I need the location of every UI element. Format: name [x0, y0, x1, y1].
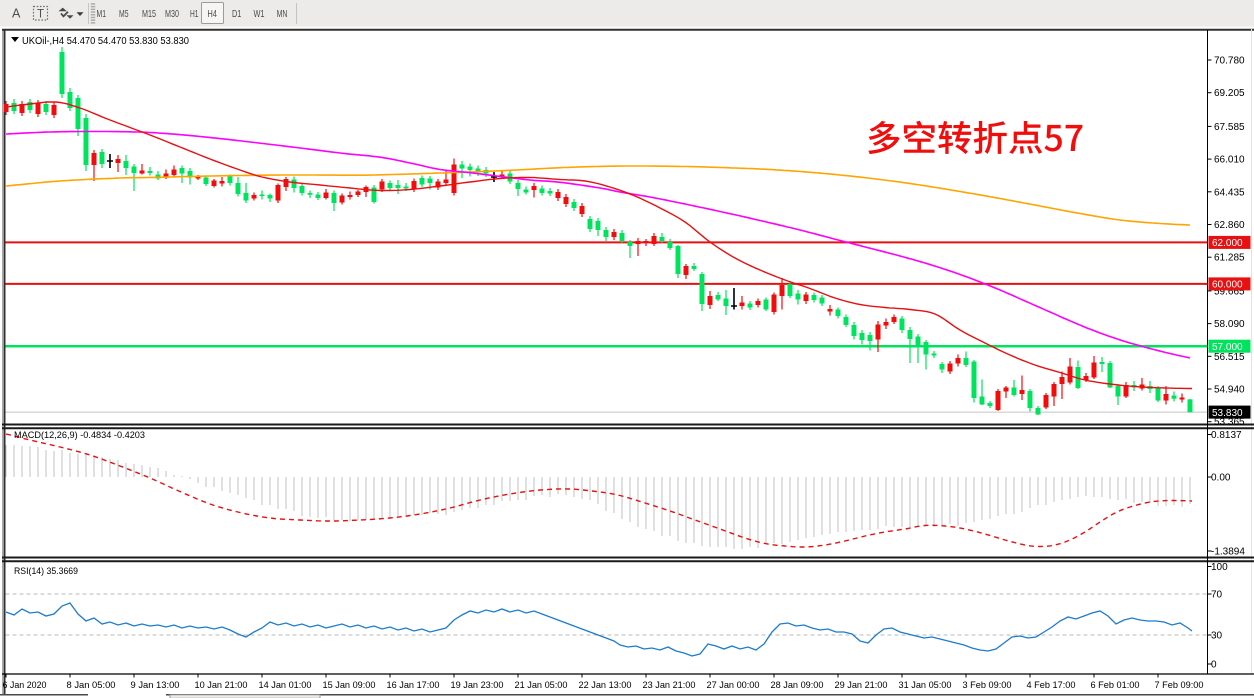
- svg-text:UKOil-,H4 54.470 54.470 53.83: UKOil-,H4 54.470 54.470 53.830 53.830: [22, 36, 189, 47]
- svg-text:67.585: 67.585: [1214, 122, 1245, 133]
- svg-text:22 Jan 13:00: 22 Jan 13:00: [579, 680, 632, 691]
- svg-text:70: 70: [1211, 590, 1223, 601]
- svg-text:7 Feb 09:00: 7 Feb 09:00: [1155, 680, 1204, 691]
- svg-text:10 Jan 21:00: 10 Jan 21:00: [195, 680, 248, 691]
- svg-text:19 Jan 23:00: 19 Jan 23:00: [451, 680, 504, 691]
- svg-text:29 Jan 21:00: 29 Jan 21:00: [835, 680, 888, 691]
- svg-text:28 Jan 09:00: 28 Jan 09:00: [771, 680, 824, 691]
- svg-text:58.090: 58.090: [1214, 319, 1245, 330]
- svg-text:61.285: 61.285: [1214, 253, 1245, 264]
- svg-text:0.8137: 0.8137: [1211, 430, 1242, 441]
- svg-text:16 Jan 17:00: 16 Jan 17:00: [387, 680, 440, 691]
- svg-text:31 Jan 05:00: 31 Jan 05:00: [899, 680, 952, 691]
- svg-text:69.205: 69.205: [1214, 88, 1245, 99]
- svg-text:8 Jan 05:00: 8 Jan 05:00: [67, 680, 116, 691]
- svg-text:MACD(12,26,9) -0.4834 -0.4203: MACD(12,26,9) -0.4834 -0.4203: [14, 430, 145, 441]
- svg-text:RSI(14) 35.3669: RSI(14) 35.3669: [14, 566, 78, 577]
- svg-text:100: 100: [1211, 562, 1228, 573]
- svg-text:M1: M1: [97, 8, 107, 20]
- svg-text:62.000: 62.000: [1212, 238, 1243, 249]
- svg-text:9 Jan 13:00: 9 Jan 13:00: [131, 680, 180, 691]
- svg-text:62.860: 62.860: [1214, 220, 1245, 231]
- svg-text:A: A: [12, 7, 21, 21]
- svg-text:23 Jan 21:00: 23 Jan 21:00: [643, 680, 696, 691]
- svg-text:60.000: 60.000: [1212, 280, 1243, 291]
- svg-text:53.365: 53.365: [1214, 417, 1245, 428]
- svg-text:M15: M15: [142, 8, 156, 20]
- svg-text:MN: MN: [277, 8, 288, 20]
- svg-text:15 Jan 09:00: 15 Jan 09:00: [323, 680, 376, 691]
- svg-text:70.780: 70.780: [1214, 56, 1245, 67]
- svg-text:30: 30: [1211, 631, 1223, 642]
- svg-text:6 Jan 2020: 6 Jan 2020: [3, 680, 47, 691]
- svg-text:M30: M30: [165, 8, 179, 20]
- svg-text:3 Feb 09:00: 3 Feb 09:00: [963, 680, 1012, 691]
- svg-text:59.665: 59.665: [1214, 286, 1245, 297]
- svg-text:6 Feb 01:00: 6 Feb 01:00: [1091, 680, 1140, 691]
- svg-text:M5: M5: [119, 8, 129, 20]
- svg-text:W1: W1: [254, 8, 265, 20]
- svg-text:57.000: 57.000: [1212, 342, 1243, 353]
- svg-text:54.940: 54.940: [1214, 385, 1245, 396]
- svg-text:0: 0: [1211, 660, 1217, 671]
- svg-text:4 Feb 17:00: 4 Feb 17:00: [1027, 680, 1076, 691]
- svg-text:66.010: 66.010: [1214, 155, 1245, 166]
- svg-text:T: T: [37, 9, 44, 21]
- svg-text:D1: D1: [232, 8, 241, 20]
- svg-text:21 Jan 05:00: 21 Jan 05:00: [515, 680, 568, 691]
- svg-text:H1: H1: [190, 8, 199, 20]
- svg-text:56.515: 56.515: [1214, 352, 1245, 363]
- svg-text:14 Jan 01:00: 14 Jan 01:00: [259, 680, 312, 691]
- svg-text:-1.3894: -1.3894: [1211, 547, 1245, 558]
- svg-text:0.00: 0.00: [1211, 473, 1231, 484]
- svg-text:H4: H4: [207, 8, 217, 20]
- svg-text:64.435: 64.435: [1214, 187, 1245, 198]
- svg-text:53.830: 53.830: [1212, 408, 1243, 419]
- svg-text:27 Jan 00:00: 27 Jan 00:00: [707, 680, 760, 691]
